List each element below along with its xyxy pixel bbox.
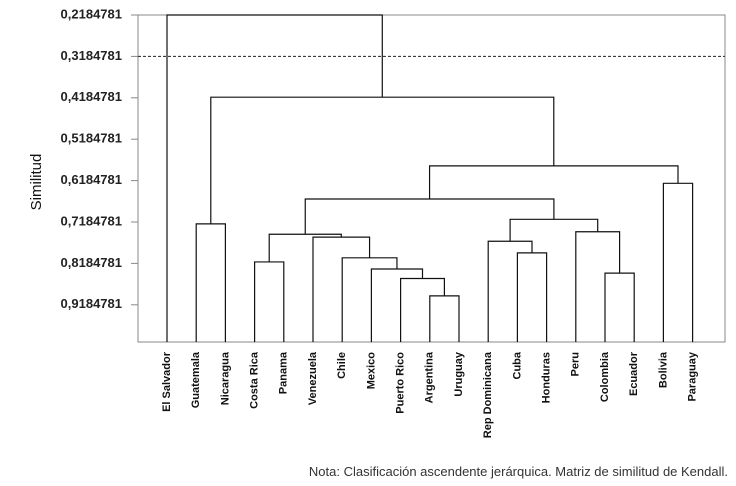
leaf-label-ecuador: Ecuador xyxy=(628,351,640,396)
y-tick-label: 0,8184781 xyxy=(61,255,122,270)
leaf-label-honduras: Honduras xyxy=(541,352,553,403)
leaf-label-chile: Chile xyxy=(336,352,348,379)
y-tick-label: 0,3184781 xyxy=(61,48,122,63)
leaf-label-el-salvador: El Salvador xyxy=(161,351,173,412)
leaf-label-venezuela: Venezuela xyxy=(307,351,319,405)
leaf-label-colombia: Colombia xyxy=(599,351,611,402)
merge-link xyxy=(312,236,371,342)
merge-link xyxy=(341,257,398,342)
merge-link xyxy=(604,272,635,342)
dendrogram-links xyxy=(166,14,694,342)
merge-link xyxy=(370,268,424,342)
leaf-label-uruguay: Uruguay xyxy=(453,351,465,397)
plot-frame xyxy=(137,14,726,343)
merge-link xyxy=(516,252,548,342)
leaf-label-panama: Panama xyxy=(278,351,290,394)
footnote: Nota: Clasificación ascendente jerárquic… xyxy=(308,464,728,479)
y-tick-label: 0,7184781 xyxy=(61,213,122,228)
leaf-label-argentina: Argentina xyxy=(424,351,436,403)
merge-link xyxy=(195,223,226,342)
leaf-label-puerto-rico: Puerto Rico xyxy=(395,352,407,414)
merge-link xyxy=(575,231,621,342)
leaf-label-guatemala: Guatemala xyxy=(190,351,202,408)
merge-link xyxy=(428,165,679,200)
merge-link xyxy=(166,14,383,342)
y-tick-label: 0,2184781 xyxy=(61,6,122,21)
leaf-labels: El Salvador Guatemala Nicaragua Costa Rica P… xyxy=(161,351,699,438)
y-axis-ticks: 0,2184781 0,3184781 0,4184781 0,5184781 0,61… xyxy=(61,6,138,311)
leaf-label-peru: Peru xyxy=(570,352,582,376)
y-axis-title: Similitud xyxy=(28,154,45,211)
leaf-label-costa-rica: Costa Rica xyxy=(249,351,261,409)
leaf-label-paraguay: Paraguay xyxy=(687,351,699,401)
merge-link xyxy=(400,277,445,342)
merge-link xyxy=(509,218,599,242)
leaf-label-rep-dominicana: Rep Dominicana xyxy=(482,351,494,438)
y-tick-label: 0,5184781 xyxy=(61,131,122,146)
merge-link xyxy=(429,295,460,342)
leaf-label-cuba: Cuba xyxy=(511,351,523,379)
y-tick-label: 0,6184781 xyxy=(61,172,122,187)
leaf-label-nicaragua: Nicaragua xyxy=(219,351,231,405)
merge-link xyxy=(304,198,555,235)
merge-link xyxy=(662,182,694,342)
merge-link xyxy=(268,233,342,262)
merge-link xyxy=(254,261,285,342)
merge-link xyxy=(210,96,555,224)
y-tick-label: 0,4184781 xyxy=(61,89,122,104)
leaf-label-bolivia: Bolivia xyxy=(657,351,669,388)
y-tick-label: 0,9184781 xyxy=(61,296,122,311)
leaf-label-mexico: Mexico xyxy=(365,352,377,390)
merge-link xyxy=(487,240,533,342)
